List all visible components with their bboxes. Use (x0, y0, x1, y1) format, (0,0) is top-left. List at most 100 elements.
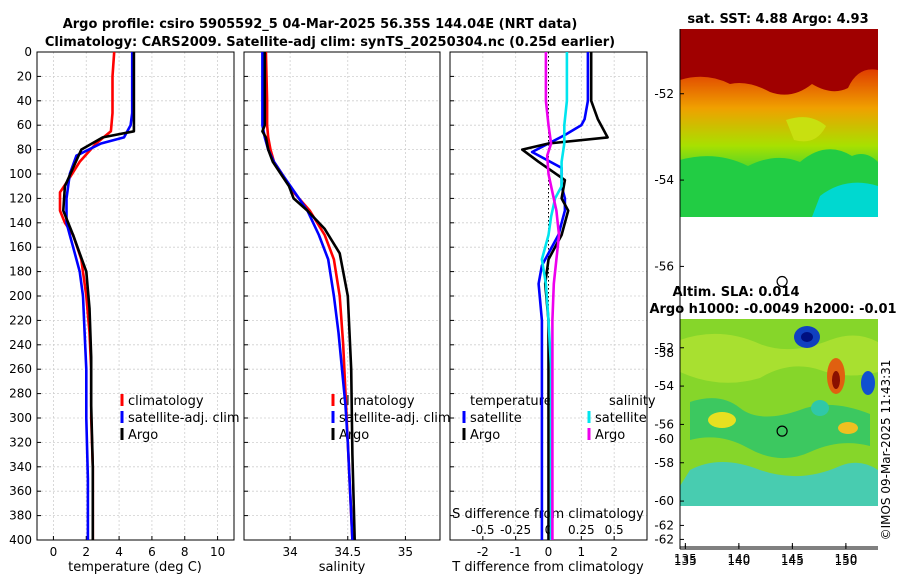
sla-cool-eddy (811, 400, 829, 416)
sst-map-title: sat. SST: 4.88 Argo: 4.93 (687, 12, 868, 27)
imos-credit: ©IMOS 09-Mar-2025 11:43:31 (879, 360, 893, 541)
sla-mid-anomaly-east (838, 422, 858, 434)
map-x-tick-label: 145 (781, 552, 804, 566)
y-tick-label: 320 (9, 435, 32, 449)
map-x-tick-label: 140 (727, 552, 750, 566)
x-tick-label: 0 (50, 545, 58, 559)
x-tick-label: 34.5 (334, 545, 361, 559)
map-y-tick-label: -56 (654, 417, 674, 431)
sla-low-core (801, 332, 813, 342)
legend-label-t-argo: Argo (470, 428, 500, 443)
map-y-tick-label: -52 (654, 87, 674, 101)
x-tick-label: 6 (148, 545, 156, 559)
top-tick-label: 0.5 (605, 523, 624, 537)
legend-label-satellite: satellite-adj. clim (128, 411, 240, 426)
top-tick-label: -0.25 (500, 523, 531, 537)
legend-label-argo: Argo (128, 428, 158, 443)
y-tick-label: 380 (9, 509, 32, 523)
legend-temperature-title: temperature (470, 394, 552, 409)
sla-map-title-line2: Argo h1000: -0.0049 h2000: -0.01 (649, 302, 896, 317)
sst-mid-region (786, 117, 826, 142)
salinity-xlabel: salinity (319, 560, 366, 575)
y-tick-label: 100 (9, 167, 32, 181)
legend-label-s-satellite: satellite (595, 411, 647, 426)
salinity-axes-frame (243, 51, 441, 541)
map-y-tick-label: -58 (654, 346, 674, 360)
sla-high-core (832, 371, 840, 389)
y-tick-label: 260 (9, 362, 32, 376)
y-tick-label: 240 (9, 338, 32, 352)
map-y-tick-label: -56 (654, 259, 674, 273)
temperature-axes-frame (36, 51, 235, 541)
map-y-tick-label: -62 (654, 518, 674, 532)
map-y-tick-label: -60 (654, 432, 674, 446)
y-tick-label: 120 (9, 191, 32, 205)
y-tick-label: 160 (9, 240, 32, 254)
y-tick-label: 80 (17, 143, 32, 157)
map-x-tick-label: 150 (834, 554, 857, 568)
y-tick-label: 140 (9, 216, 32, 230)
legend-label-climatology: climatology (128, 394, 204, 409)
y-tick-label: 280 (9, 387, 32, 401)
sst-map-panel: sat. SST: 4.88 Argo: 4.93 135 140 145 150 -5… (654, 12, 878, 566)
map-y-tick-label: -60 (654, 494, 674, 508)
y-tick-label: 300 (9, 411, 32, 425)
y-tick-label: 180 (9, 265, 32, 279)
series-line-satellite-adj-clim (65, 52, 134, 540)
map-y-tick-label: -52 (654, 341, 674, 355)
x-tick-label: 0 (545, 545, 553, 559)
difference-panel: -2 -1 0 1 2-0.5 -0.25 0 0.25 0.5 T difference fr… (449, 51, 656, 575)
y-tick-label: 20 (17, 69, 32, 83)
x-tick-label: 1 (578, 545, 586, 559)
temperature-xlabel: temperature (deg C) (68, 560, 202, 575)
temperature-panel: 0204060801001201401601802002202402602803… (9, 45, 240, 575)
legend-label-s-argo: Argo (595, 428, 625, 443)
sst-cold-region (812, 182, 878, 217)
map-x-tick-label: 135 (674, 552, 697, 566)
map-x-tick-label: 150 (834, 552, 857, 566)
map-x-tick-label: 140 (727, 554, 750, 568)
x-tick-label: -1 (510, 545, 522, 559)
x-tick-label: 10 (210, 545, 225, 559)
x-tick-label: 8 (181, 545, 189, 559)
y-tick-label: 400 (9, 533, 32, 547)
x-tick-label: 35 (398, 545, 413, 559)
y-tick-label: 360 (9, 484, 32, 498)
sla-low-anomaly-east (861, 371, 875, 395)
top-tick-label: 0.25 (568, 523, 595, 537)
map-x-tick-label: 135 (674, 554, 697, 568)
x-tick-label: 4 (115, 545, 123, 559)
top-tick-label: -0.5 (471, 523, 494, 537)
series-line-argo (61, 52, 136, 540)
figure-title-line2: Climatology: CARS2009. Satellite-adj cli… (45, 35, 615, 50)
legend-salinity-title: salinity (609, 394, 656, 409)
legend-label-climatology: climatology (339, 394, 415, 409)
difference-xlabel: T difference from climatology (451, 560, 644, 575)
map-x-tick-label: 145 (781, 554, 804, 568)
salinity-panel: 34 34.5 35 salinity climatology satellite-… (243, 51, 451, 575)
sla-argo-location-marker (776, 425, 788, 437)
sla-map-image (680, 319, 878, 506)
x-tick-label: 2 (82, 545, 90, 559)
y-tick-label: 200 (9, 289, 32, 303)
series-line-s-argo (544, 52, 561, 540)
y-tick-label: 0 (24, 45, 32, 59)
sst-warm-region (680, 29, 878, 95)
map-y-tick-label: -58 (654, 456, 674, 470)
sla-map-title-line1: Altim. SLA: 0.014 (673, 285, 800, 300)
legend-label-t-satellite: satellite (470, 411, 522, 426)
sla-band-3 (680, 462, 878, 506)
sst-map-image (680, 29, 878, 217)
y-tick-label: 220 (9, 313, 32, 327)
y-tick-label: 40 (17, 94, 32, 108)
y-tick-label: 340 (9, 460, 32, 474)
x-tick-label: 34 (282, 545, 297, 559)
x-tick-label: -2 (477, 545, 489, 559)
y-tick-label: 60 (17, 118, 32, 132)
sst-argo-location-marker (776, 275, 788, 288)
legend-label-argo: Argo (339, 428, 369, 443)
figure-title-line1: Argo profile: csiro 5905592_5 04-Mar-202… (63, 17, 578, 32)
series-line-argo (261, 52, 356, 541)
map-y-tick-label: -54 (654, 379, 674, 393)
